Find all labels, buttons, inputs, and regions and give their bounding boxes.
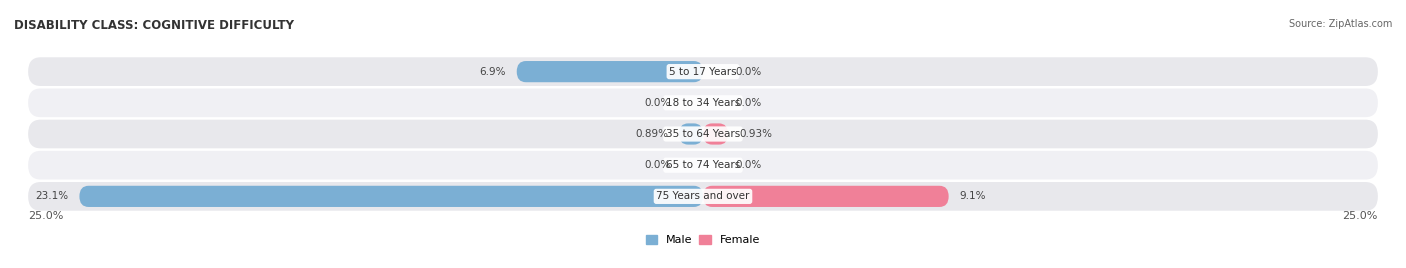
Text: 25.0%: 25.0% [1343,211,1378,221]
Text: 23.1%: 23.1% [35,191,69,201]
Legend: Male, Female: Male, Female [647,234,759,245]
Text: 75 Years and over: 75 Years and over [657,191,749,201]
FancyBboxPatch shape [28,120,1378,148]
Text: 0.0%: 0.0% [735,67,762,77]
Text: 9.1%: 9.1% [959,191,986,201]
FancyBboxPatch shape [703,186,949,207]
FancyBboxPatch shape [79,186,703,207]
Text: 0.0%: 0.0% [644,98,671,108]
Text: 0.0%: 0.0% [644,160,671,170]
FancyBboxPatch shape [28,182,1378,211]
FancyBboxPatch shape [679,123,703,145]
Text: 6.9%: 6.9% [479,67,506,77]
Text: 18 to 34 Years: 18 to 34 Years [666,98,740,108]
Text: Source: ZipAtlas.com: Source: ZipAtlas.com [1288,19,1392,29]
Text: 65 to 74 Years: 65 to 74 Years [666,160,740,170]
Text: 25.0%: 25.0% [28,211,63,221]
FancyBboxPatch shape [28,57,1378,86]
Text: 5 to 17 Years: 5 to 17 Years [669,67,737,77]
Text: 0.0%: 0.0% [735,160,762,170]
Text: DISABILITY CLASS: COGNITIVE DIFFICULTY: DISABILITY CLASS: COGNITIVE DIFFICULTY [14,19,294,32]
Text: 35 to 64 Years: 35 to 64 Years [666,129,740,139]
Text: 0.89%: 0.89% [636,129,668,139]
FancyBboxPatch shape [28,88,1378,117]
Text: 0.93%: 0.93% [740,129,772,139]
Text: 0.0%: 0.0% [735,98,762,108]
FancyBboxPatch shape [517,61,703,82]
FancyBboxPatch shape [28,151,1378,180]
FancyBboxPatch shape [703,123,728,145]
